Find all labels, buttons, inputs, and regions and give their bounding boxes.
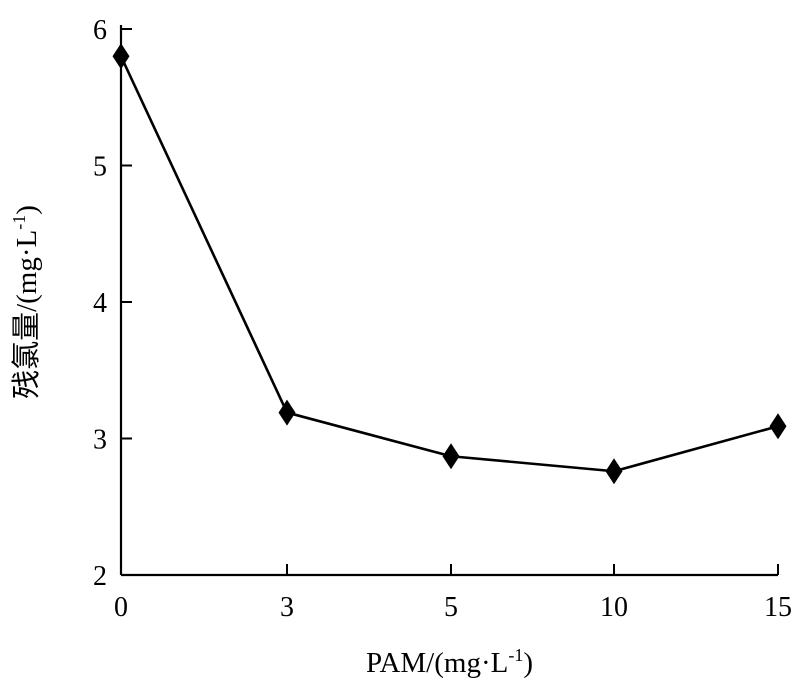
y-axis-title: 残氯量/(mg·L-1) bbox=[9, 205, 43, 399]
x-tick-label: 15 bbox=[764, 592, 792, 623]
series-layer bbox=[112, 43, 787, 485]
x-tick-label: 5 bbox=[444, 592, 458, 623]
x-axis-title-superscript: -1 bbox=[508, 645, 523, 665]
y-axis-title-main: 残氯量/(mg·L bbox=[10, 230, 43, 399]
y-tick-label: 2 bbox=[93, 561, 107, 592]
data-point-marker bbox=[278, 399, 296, 426]
chart-axes bbox=[119, 25, 778, 577]
x-tick-label: 10 bbox=[600, 592, 628, 623]
x-axis-title-close: ) bbox=[523, 647, 533, 679]
x-tick-label: 3 bbox=[280, 592, 294, 623]
y-tick-label: 6 bbox=[93, 15, 107, 46]
x-axis-ticks: 0 3 5 10 15 bbox=[114, 564, 792, 623]
series-line bbox=[119, 55, 779, 473]
x-tick-label: 0 bbox=[114, 592, 128, 623]
y-axis-title-close: ) bbox=[11, 205, 43, 215]
data-point-marker bbox=[442, 443, 460, 470]
x-axis-title-main: PAM/(mg·L bbox=[366, 647, 508, 679]
y-axis-title-superscript: -1 bbox=[9, 215, 29, 230]
y-tick-label: 5 bbox=[93, 152, 107, 183]
y-tick-label: 3 bbox=[93, 425, 107, 456]
data-point-marker bbox=[605, 458, 623, 485]
data-point-marker bbox=[769, 413, 787, 440]
y-tick-label: 4 bbox=[93, 288, 107, 319]
data-point-marker bbox=[112, 43, 130, 70]
x-axis-title: PAM/(mg·L-1) bbox=[366, 645, 533, 679]
y-axis-ticks: 2 3 4 5 6 bbox=[93, 15, 132, 592]
